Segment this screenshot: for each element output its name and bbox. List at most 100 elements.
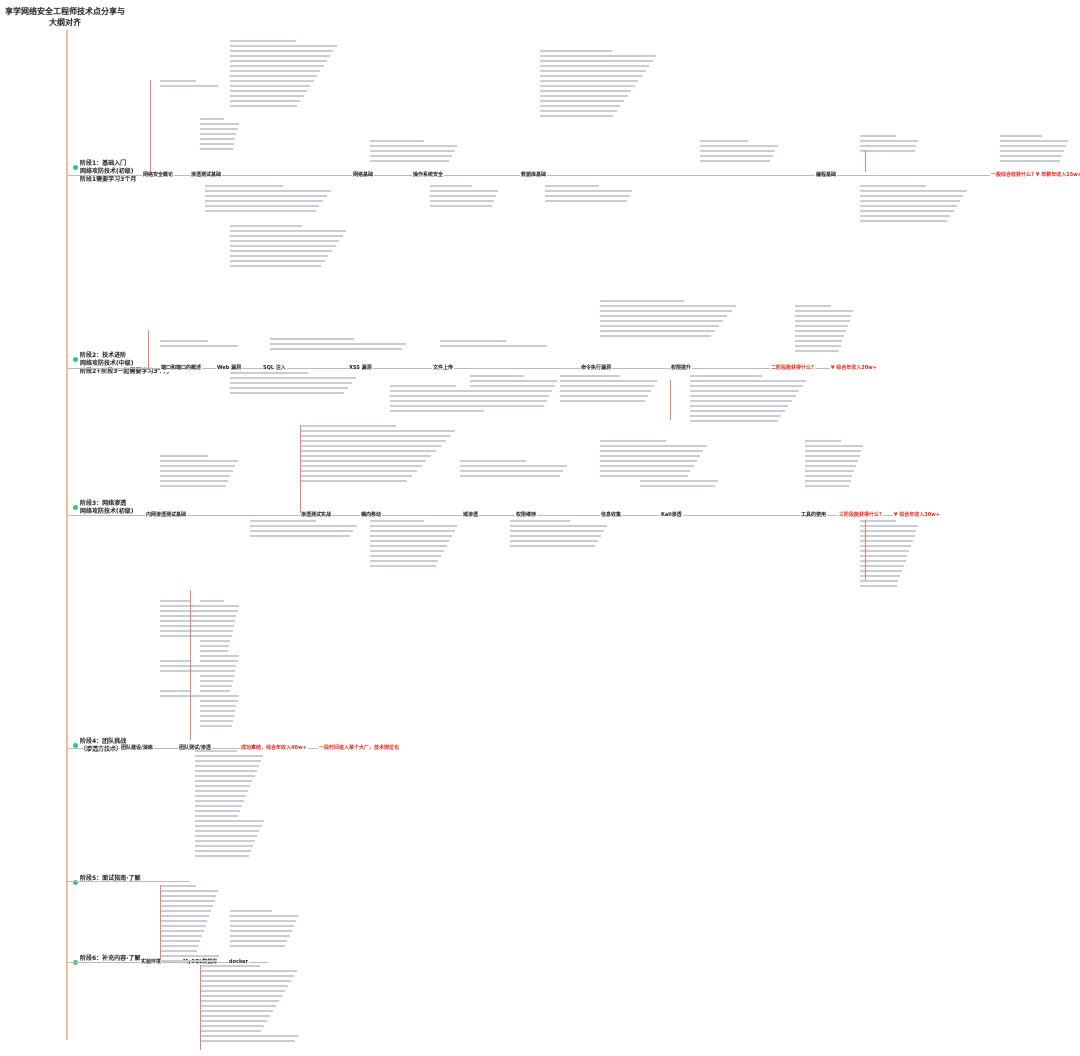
detail-text-block bbox=[470, 375, 560, 410]
detail-text-block bbox=[270, 338, 410, 353]
detail-text-block bbox=[160, 690, 210, 700]
connector-line bbox=[670, 380, 671, 420]
branch-line bbox=[68, 368, 870, 369]
connector-line bbox=[200, 965, 201, 1050]
topic-node: SQL 注入 bbox=[262, 365, 287, 372]
topic-node: 数据库基础 bbox=[520, 172, 548, 179]
topic-node: Web 漏洞 bbox=[216, 365, 243, 372]
gain-question: 三阶段能获得什么? bbox=[838, 512, 883, 519]
gain-salary: ¥ 年薪年收入15w+ bbox=[1035, 172, 1080, 179]
detail-text-block bbox=[160, 340, 240, 350]
detail-text-block bbox=[860, 185, 970, 225]
connector-line bbox=[150, 80, 151, 172]
topic-node: XSS 漏洞 bbox=[348, 365, 373, 372]
topic-node: 实验环境 bbox=[140, 959, 163, 966]
topic-node: 渗透测试基础 bbox=[190, 172, 223, 179]
detail-text-block bbox=[700, 140, 780, 165]
detail-text-block bbox=[230, 910, 300, 950]
stage-4: 阶段4：团队挑战 （渗透方技术） bbox=[73, 738, 126, 754]
detail-text-block bbox=[1000, 135, 1070, 165]
detail-text-block bbox=[200, 965, 300, 1045]
detail-text-block bbox=[690, 375, 810, 425]
detail-text-block bbox=[200, 118, 240, 153]
detail-text-block bbox=[370, 140, 460, 165]
topic-node: 信息收集 bbox=[600, 512, 623, 519]
topic-node: 权限维持 bbox=[515, 512, 538, 519]
detail-text-block bbox=[250, 520, 360, 540]
topic-node: 工具的使用 bbox=[800, 512, 828, 519]
detail-text-block bbox=[200, 690, 240, 730]
stage-marker-icon bbox=[73, 357, 78, 362]
detail-text-block bbox=[860, 520, 920, 590]
topic-node: 编程基础 bbox=[815, 172, 838, 179]
detail-text-block bbox=[560, 375, 660, 405]
topic-node: 命令执行漏洞 bbox=[580, 365, 613, 372]
topic-node: MySQL数据库 bbox=[182, 959, 219, 966]
gain-question: 成功拿结，综合年收入40w+ bbox=[240, 745, 308, 752]
detail-text-block bbox=[195, 750, 265, 860]
branch-line bbox=[68, 175, 1075, 176]
detail-text-block bbox=[160, 600, 210, 640]
detail-text-block bbox=[600, 440, 710, 480]
detail-text-block bbox=[230, 225, 350, 270]
detail-text-block bbox=[795, 305, 855, 355]
stage-marker-icon bbox=[73, 743, 78, 748]
detail-text-block bbox=[860, 135, 920, 155]
detail-text-block bbox=[160, 885, 220, 965]
topic-node: 网络安全概论 bbox=[142, 172, 175, 179]
topic-node: 横向移动 bbox=[360, 512, 383, 519]
detail-text-block bbox=[160, 80, 220, 90]
stage-marker-icon bbox=[73, 880, 78, 885]
connector-line bbox=[300, 425, 301, 513]
detail-text-block bbox=[230, 372, 360, 397]
gain-salary: ¥ 综合年收入20w+ bbox=[830, 365, 878, 372]
connector-line bbox=[160, 885, 161, 960]
detail-text-block bbox=[370, 520, 460, 570]
topic-node: 渗透测试实战 bbox=[300, 512, 333, 519]
detail-text-block bbox=[640, 475, 720, 490]
map-title: 享学网络安全工程师技术点分享与大纲对齐 bbox=[5, 7, 125, 27]
detail-text-block bbox=[510, 520, 610, 550]
topic-node: 网络基础 bbox=[352, 172, 375, 179]
connector-line bbox=[865, 150, 866, 172]
topic-node: 操作系统安全 bbox=[412, 172, 445, 179]
detail-text-block bbox=[300, 425, 460, 485]
stage-marker-icon bbox=[73, 165, 78, 170]
detail-text-block bbox=[205, 185, 335, 215]
stage-2: 阶段2：技术进阶 网络攻防技术(中级) 阶段2+阶段3一起需要学习3个月 bbox=[73, 352, 170, 376]
stage-3: 阶段3：网络渗透 网络攻防技术(初级) bbox=[73, 500, 134, 516]
topic-node: 内网渗透测试基础 bbox=[145, 512, 188, 519]
gain-salary: ¥ 综合年收入30w+ bbox=[893, 512, 941, 519]
topic-node: docker bbox=[228, 959, 250, 966]
topic-node: 域渗透 bbox=[462, 512, 480, 519]
detail-text-block bbox=[160, 660, 210, 675]
detail-text-block bbox=[440, 340, 550, 350]
connector-line bbox=[148, 330, 149, 370]
branch-line bbox=[68, 881, 190, 882]
detail-text-block bbox=[545, 185, 635, 205]
detail-text-block bbox=[430, 185, 500, 210]
gain-salary: 一段时间进入某个大厂，技术岗位也 bbox=[318, 745, 401, 752]
detail-text-block bbox=[230, 40, 340, 110]
connector-line bbox=[190, 590, 191, 740]
gain-question: 二阶段能获得什么? bbox=[770, 365, 815, 372]
topic-node: 文件上传 bbox=[432, 365, 455, 372]
topic-node: 团队建设/演练 bbox=[120, 745, 154, 752]
branch-line bbox=[68, 748, 358, 749]
detail-text-block bbox=[390, 385, 500, 415]
connector-line bbox=[865, 520, 866, 580]
stage-5: 阶段5：面试指南·了解 bbox=[73, 875, 140, 885]
topic-node: 团队测试/渗透 bbox=[178, 745, 212, 752]
branch-line bbox=[68, 962, 268, 963]
detail-text-block bbox=[460, 460, 570, 480]
detail-text-block bbox=[160, 455, 240, 490]
topic-node: 端口和端口的概述 bbox=[160, 365, 203, 372]
detail-text-block bbox=[540, 50, 660, 120]
branch-line bbox=[68, 515, 933, 516]
detail-text-block bbox=[805, 440, 865, 490]
gain-question: 一般综合收获什么? bbox=[990, 172, 1035, 179]
topic-node: 权限提升 bbox=[670, 365, 693, 372]
stage-marker-icon bbox=[73, 505, 78, 510]
stage-1: 阶段1：基础入门 网络攻防技术(初级) 阶段1需要学习3个月 bbox=[73, 160, 136, 184]
